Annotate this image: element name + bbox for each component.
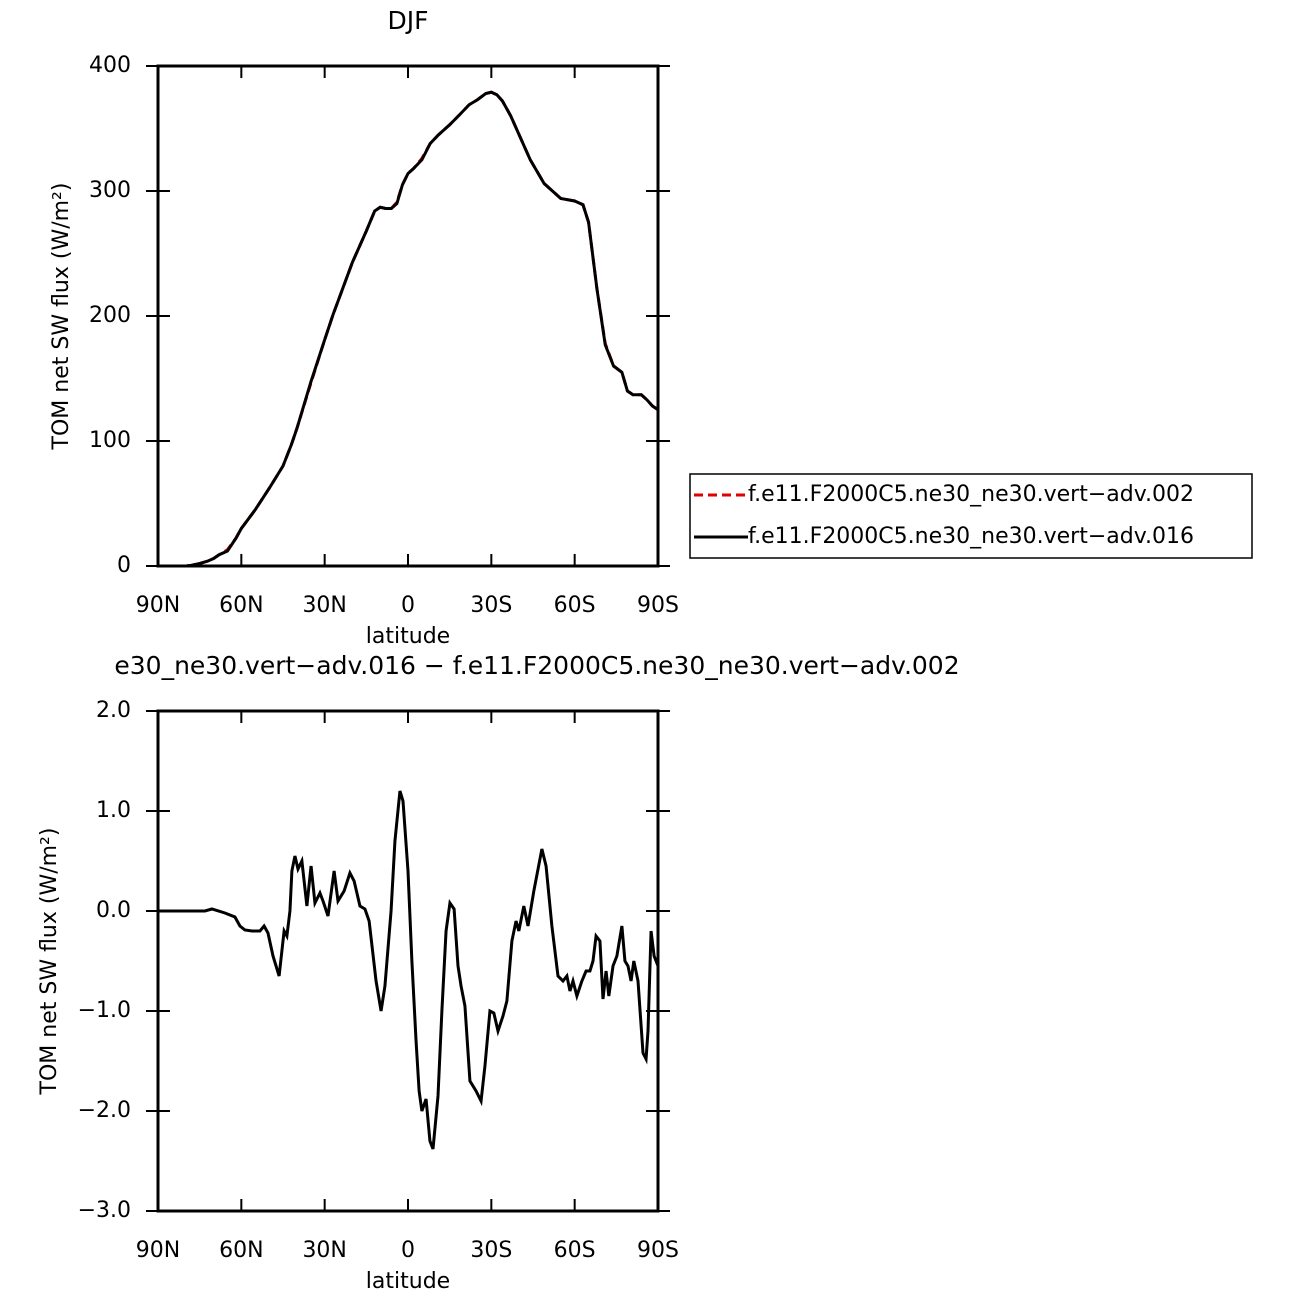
y-tick-label: 1.0 [96,798,131,823]
legend-label: f.e11.F2000C5.ne30_ne30.vert−adv.002 [748,482,1194,507]
y-axis-label: TOM net SW flux (W/m²) [49,183,74,451]
x-tick-label: 90S [637,593,679,618]
y-tick-label: 0.0 [96,898,131,923]
legend-label: f.e11.F2000C5.ne30_ne30.vert−adv.016 [748,524,1194,549]
x-tick-label: 30S [470,593,512,618]
x-tick-label: 90N [136,1238,180,1263]
y-axis-label: TOM net SW flux (W/m²) [37,828,62,1096]
x-tick-label: 30N [302,593,346,618]
x-tick-label: 0 [401,593,415,618]
plot-frame [156,709,660,1213]
data-line [158,90,659,568]
chart-title: e30_ne30.vert−adv.016 − f.e11.F2000C5.ne… [114,651,959,680]
x-tick-label: 30N [302,1238,346,1263]
chart-panel: DJF latitude TOM net SW flux (W/m²) 90N 60N 3… [49,6,679,649]
y-tick-label: 100 [89,428,131,453]
y-tick-label: −3.0 [78,1198,131,1223]
x-tick-label: 60S [554,593,596,618]
chart-panel: e30_ne30.vert−adv.016 − f.e11.F2000C5.ne… [37,651,960,1294]
y-tick-label: 300 [89,178,131,203]
legend: f.e11.F2000C5.ne30_ne30.vert−adv.002 f.e1… [689,473,1253,559]
plot-frame [156,64,660,568]
y-tick-label: 2.0 [96,698,131,723]
y-tick-label: 200 [89,303,131,328]
x-tick-label: 30S [470,1238,512,1263]
y-tick-label: 0 [117,553,131,578]
x-tick-label: 60N [219,1238,263,1263]
x-tick-label: 90N [136,593,180,618]
x-tick-label: 60S [554,1238,596,1263]
data-line [158,790,660,1150]
x-tick-label: 60N [219,593,263,618]
y-tick-label: 400 [89,53,131,78]
data-line [158,90,659,568]
x-axis-label: latitude [366,624,450,649]
x-axis-label: latitude [366,1269,450,1294]
x-tick-label: 0 [401,1238,415,1263]
legend-box [689,473,1253,559]
y-tick-label: −2.0 [78,1098,131,1123]
chart-title: DJF [387,6,428,35]
x-tick-label: 90S [637,1238,679,1263]
y-tick-label: −1.0 [78,998,131,1023]
